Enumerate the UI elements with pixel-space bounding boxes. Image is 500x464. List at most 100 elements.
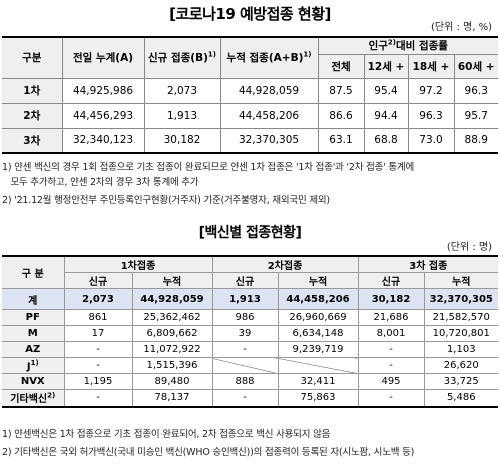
row-label: 기타백신2): [2, 389, 65, 407]
total-cell: 86.6: [317, 102, 365, 129]
table-row: 1차 44,925,986 2,073 44,928,059 87.5 95.4…: [2, 77, 498, 104]
dose3-cumulative-cell: 1,103: [423, 341, 499, 358]
row-label: NVX: [2, 373, 65, 390]
dose3-new-cell: 30,182: [357, 288, 425, 310]
dose2-cumulative-cell: 44,458,206: [277, 288, 359, 310]
table1-title: 코로나19 예방접종 현황: [0, 3, 500, 24]
dose1-new-cell: -: [63, 357, 133, 374]
header-cumulative: 누적: [131, 272, 213, 289]
table-row: M 17 6,809,662 39 6,634,148 8,001 10,720…: [2, 325, 499, 342]
new-cell: 1,913: [143, 102, 221, 129]
dose2-new-cell: 39: [211, 325, 279, 342]
header-dose1: 1차접종: [63, 255, 213, 273]
cumulative-cell: 44,458,206: [219, 102, 319, 129]
dose1-cumulative-cell: 44,928,059: [131, 288, 213, 310]
dose2-new-cell-na: [211, 357, 279, 374]
table2-note-2: 2) 기타백신은 국외 허가백신(국내 미승인 백신(WHO 승인백신))의 접…: [2, 447, 415, 458]
dose3-cumulative-cell: 10,720,801: [423, 325, 499, 342]
table1-note-1: 1) 얀센 백신의 경우 1회 접종으로 기초 접종이 완료되므로 얀센 1차 …: [2, 162, 415, 173]
table-row: 2차 44,456,293 1,913 44,458,206 86.6 94.4…: [2, 102, 498, 129]
cumulative-cell: 44,928,059: [219, 77, 319, 104]
dose1-new-cell: 17: [63, 325, 133, 342]
dose2-cumulative-cell: 6,634,148: [277, 325, 359, 342]
total-cell: 87.5: [317, 77, 365, 104]
row-label: 1차: [2, 77, 63, 104]
table1-note-1-cont: 모두 추가하고, 얀센 2차의 경우 3차 통계에 추가: [2, 177, 199, 188]
header-age60: 60세 +: [453, 53, 498, 79]
header-cumulative: 누적: [423, 272, 499, 289]
age60-cell: 95.7: [453, 102, 498, 129]
dose1-new-cell: 1,195: [63, 373, 133, 390]
dose2-cumulative-cell: 9,239,719: [277, 341, 359, 358]
dose2-cumulative-cell: 26,960,669: [277, 309, 359, 326]
dose3-cumulative-cell: 32,370,305: [423, 288, 499, 310]
prev-total-cell: 32,340,123: [61, 127, 145, 154]
dose3-cumulative-cell: 33,725: [423, 373, 499, 390]
dose3-new-cell: -: [357, 389, 425, 407]
table1-note-2: 2) '21.12월 행정안전부 주민등록인구현황(거주자) 기준(거주불명자,…: [2, 195, 330, 206]
header-new: 신규: [64, 272, 133, 289]
dose3-new-cell: -: [357, 341, 425, 358]
age12-cell: 68.8: [363, 127, 409, 154]
dose3-cumulative-cell: 21,582,570: [423, 309, 499, 326]
dose3-new-cell: 8,001: [357, 325, 425, 342]
row-label: AZ: [2, 341, 65, 358]
total-cell: 63.1: [317, 127, 365, 154]
dose1-cumulative-cell: 78,137: [131, 389, 213, 407]
dose3-cumulative-cell: 5,486: [423, 389, 499, 407]
table-row: 3차 32,340,123 30,182 32,370,305 63.1 68.…: [2, 127, 498, 154]
dose3-new-cell: 21,686: [357, 309, 425, 326]
dose2-new-cell: 986: [211, 309, 279, 326]
dose3-cumulative-cell: 26,620: [423, 357, 499, 374]
dose1-new-cell: -: [63, 341, 133, 358]
header-age18: 18세 +: [407, 53, 455, 79]
age60-cell: 96.3: [453, 77, 498, 104]
table-row: AZ - 11,072,922 - 9,239,719 - 1,103: [2, 341, 499, 358]
age18-cell: 73.0: [407, 127, 455, 154]
table2-unit: (단위 : 명): [446, 242, 492, 253]
age18-cell: 96.3: [407, 102, 455, 129]
dose1-cumulative-cell: 89,480: [131, 373, 213, 390]
dose1-cumulative-cell: 1,515,396: [131, 357, 213, 374]
header-age12: 12세 +: [363, 53, 409, 79]
table-row: PF 861 25,362,462 986 26,960,669 21,686 …: [2, 309, 499, 326]
dose2-new-cell: 888: [211, 373, 279, 390]
header-prev-total: 전일 누계(A): [61, 36, 145, 79]
table-row: J1) - 1,515,396 - 26,620: [2, 357, 499, 374]
age12-cell: 94.4: [363, 102, 409, 129]
header-group: 구 분: [2, 255, 65, 289]
header-new: 신규 접종(B)1): [143, 36, 221, 79]
age60-cell: 88.9: [453, 127, 498, 154]
dose2-new-cell: -: [211, 389, 279, 407]
new-cell: 30,182: [143, 127, 221, 154]
header-cumulative: 누적 접종(A+B)1): [219, 36, 319, 79]
row-label: 2차: [2, 102, 63, 129]
header-new: 신규: [211, 272, 279, 289]
dose1-new-cell: 2,073: [63, 288, 133, 310]
dose2-cumulative-cell: 32,411: [277, 373, 359, 390]
header-cumulative: 누적: [277, 272, 359, 289]
table-row-total: 계 2,073 44,928,059 1,913 44,458,206 30,1…: [2, 288, 499, 310]
dose2-cumulative-cell: 75,863: [277, 389, 359, 407]
table2-title: 백신별 접종현황: [0, 222, 500, 242]
dose1-cumulative-cell: 11,072,922: [131, 341, 213, 358]
cumulative-cell: 32,370,305: [219, 127, 319, 154]
dose1-new-cell: 861: [63, 309, 133, 326]
dose1-cumulative-cell: 25,362,462: [131, 309, 213, 326]
dose2-cumulative-cell-na: [277, 357, 359, 374]
header-pop-ratio: 인구2)대비 접종률: [317, 36, 498, 55]
header-group: 구분: [2, 36, 63, 79]
dose1-cumulative-cell: 6,809,662: [131, 325, 213, 342]
new-cell: 2,073: [143, 77, 221, 104]
dose2-new-cell: -: [211, 341, 279, 358]
row-label: PF: [2, 309, 65, 326]
header-total: 전체: [318, 53, 365, 79]
dose2-new-cell: 1,913: [211, 288, 279, 310]
table2-note-1: 1) 얀센백신은 1차 접종으로 기초 접종이 완료되어, 2차 접종으로 백신…: [2, 429, 331, 440]
table1-unit: (단위 : 명, %): [431, 22, 492, 33]
dose3-new-cell: 495: [357, 373, 425, 390]
prev-total-cell: 44,925,986: [61, 77, 145, 104]
table-row: 기타백신2) - 78,137 - 75,863 - 5,486: [2, 389, 499, 407]
age12-cell: 95.4: [363, 77, 409, 104]
row-label: 계: [2, 288, 65, 310]
